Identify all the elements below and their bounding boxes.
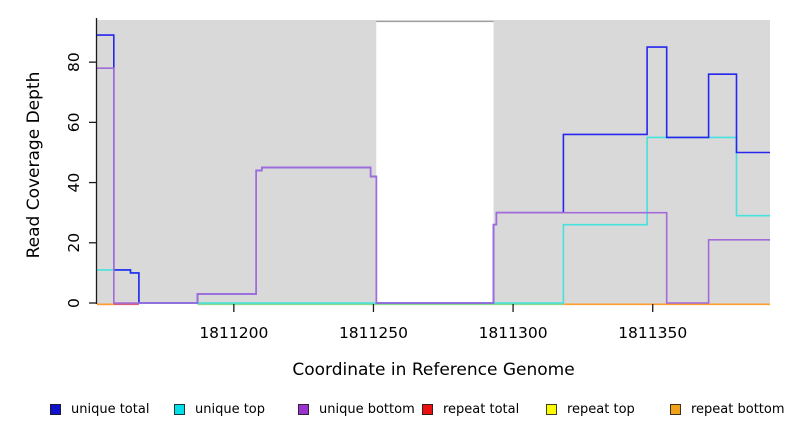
- x-tick-label: 1811200: [199, 324, 268, 342]
- legend-item-repeat-top: repeat top: [546, 399, 635, 419]
- gap-region: [376, 22, 494, 304]
- legend-swatch-repeat-top: [546, 403, 557, 415]
- legend-label: repeat total: [443, 401, 520, 417]
- y-tick-label: 40: [65, 173, 83, 193]
- legend-label: repeat top: [567, 401, 635, 417]
- y-tick-label: 60: [65, 112, 83, 132]
- legend-item-unique-total: unique total: [50, 399, 149, 419]
- y-tick-label: 0: [65, 298, 83, 308]
- y-tick-label: 20: [65, 233, 83, 253]
- legend: unique total unique top unique bottom repea…: [0, 399, 792, 421]
- x-tick-label: 1811250: [339, 324, 408, 342]
- legend-item-unique-bottom: unique bottom: [298, 399, 415, 419]
- legend-swatch-unique-total: [50, 403, 61, 415]
- legend-label: unique bottom: [319, 401, 415, 417]
- legend-label: unique total: [71, 401, 150, 417]
- y-tick-label: 80: [65, 52, 83, 72]
- x-axis-title: Coordinate in Reference Genome: [292, 360, 575, 380]
- y-axis-title: Read Coverage Depth: [24, 71, 44, 259]
- legend-swatch-repeat-total: [422, 403, 433, 415]
- legend-item-repeat-bottom: repeat bottom: [670, 399, 785, 419]
- series-line-unique-bottom: [97, 67, 770, 304]
- legend-label: unique top: [195, 401, 266, 417]
- legend-swatch-unique-top: [174, 403, 185, 415]
- legend-item-unique-top: unique top: [174, 399, 265, 419]
- x-tick-label: 1811350: [618, 324, 687, 342]
- legend-swatch-unique-bottom: [298, 403, 309, 415]
- legend-swatch-repeat-bottom: [670, 403, 681, 415]
- legend-label: repeat bottom: [691, 401, 785, 417]
- x-tick-label: 1811300: [479, 324, 548, 342]
- legend-item-repeat-total: repeat total: [422, 399, 519, 419]
